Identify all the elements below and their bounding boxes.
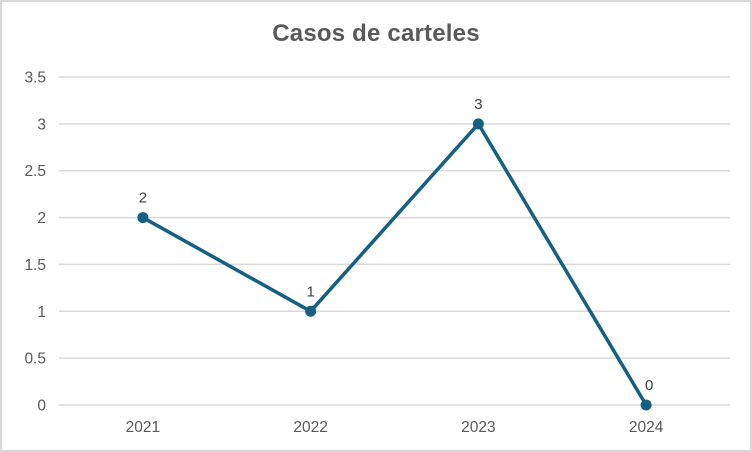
x-tick-label: 2022 bbox=[293, 419, 327, 436]
x-tick-label: 2023 bbox=[461, 419, 495, 436]
x-tick-label: 2021 bbox=[126, 419, 160, 436]
x-tick-label: 2024 bbox=[629, 419, 664, 436]
series-line bbox=[141, 122, 648, 407]
data-point-label: 2 bbox=[139, 190, 147, 207]
y-tick-label: 1 bbox=[37, 304, 46, 321]
y-tick-label: 1.5 bbox=[24, 257, 46, 274]
data-point-marker bbox=[472, 118, 484, 130]
data-point-label: 0 bbox=[645, 377, 653, 394]
data-point-marker bbox=[640, 399, 652, 411]
y-tick-label: 2 bbox=[37, 210, 46, 227]
y-tick-label: 2.5 bbox=[24, 163, 46, 180]
y-tick-label: 0 bbox=[37, 398, 46, 415]
data-point-marker bbox=[305, 305, 317, 317]
y-tick-label: 0.5 bbox=[24, 351, 46, 368]
chart-title: Casos de carteles bbox=[272, 20, 480, 47]
y-tick-label: 3 bbox=[37, 116, 46, 133]
y-tick-label: 3.5 bbox=[24, 70, 46, 87]
data-point-label: 1 bbox=[306, 283, 314, 300]
data-point-marker bbox=[137, 212, 149, 224]
data-point-label: 3 bbox=[474, 96, 482, 113]
